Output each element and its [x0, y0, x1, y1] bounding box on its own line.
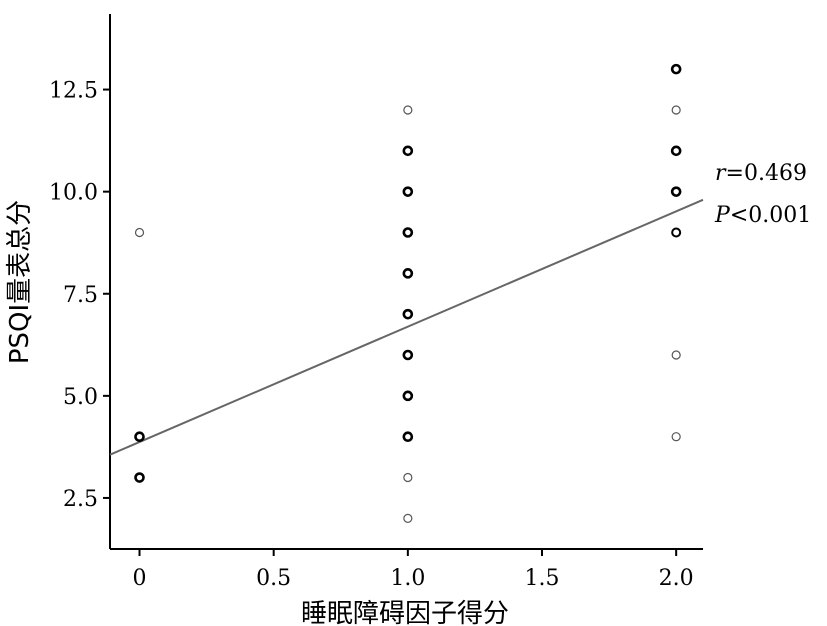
data-point	[671, 350, 681, 360]
regression-line	[109, 198, 704, 456]
p-value: <0.001	[730, 203, 811, 228]
x-ticks: 0 0.5 1.0 1.5 2.0	[133, 549, 694, 591]
correlation-annotation: r=0.469	[715, 161, 807, 186]
x-tick-label: 2.0	[659, 566, 694, 591]
x-axis-title: 睡眠障碍因子得分	[301, 599, 509, 626]
x-tick-label: 1.5	[525, 566, 560, 591]
data-point	[402, 349, 414, 361]
data-point	[671, 227, 682, 238]
data-points	[134, 63, 682, 523]
data-point	[403, 513, 413, 523]
y-ticks: 2.5 5.0 7.5 10.0 12.5	[49, 79, 110, 512]
data-point	[402, 145, 414, 157]
data-point	[402, 186, 414, 197]
data-point	[402, 308, 414, 320]
data-point	[134, 227, 145, 238]
data-point	[403, 472, 413, 483]
data-point	[134, 472, 145, 483]
r-symbol: r	[715, 161, 727, 186]
data-point	[402, 227, 414, 238]
data-point	[671, 432, 681, 442]
x-tick-label: 0.5	[256, 566, 291, 591]
y-axis-title: PSQI量表总分	[5, 200, 35, 364]
y-tick-label: 12.5	[49, 79, 98, 104]
data-point	[134, 431, 145, 442]
data-point	[670, 63, 682, 75]
data-point	[402, 268, 414, 279]
data-point	[402, 431, 414, 442]
y-tick-label: 5.0	[63, 385, 98, 410]
data-point	[671, 105, 681, 115]
x-tick-label: 0	[133, 566, 147, 591]
data-point	[402, 390, 414, 402]
data-point	[670, 145, 682, 157]
p-symbol: P	[714, 203, 731, 228]
axes	[109, 14, 703, 550]
y-tick-label: 2.5	[63, 487, 98, 512]
data-point	[403, 105, 413, 115]
x-tick-label: 1.0	[390, 566, 425, 591]
data-point	[670, 186, 682, 197]
r-value: =0.469	[726, 161, 807, 186]
y-tick-label: 7.5	[63, 283, 98, 308]
y-tick-label: 10.0	[49, 181, 98, 206]
p-value-annotation: P<0.001	[714, 203, 811, 228]
